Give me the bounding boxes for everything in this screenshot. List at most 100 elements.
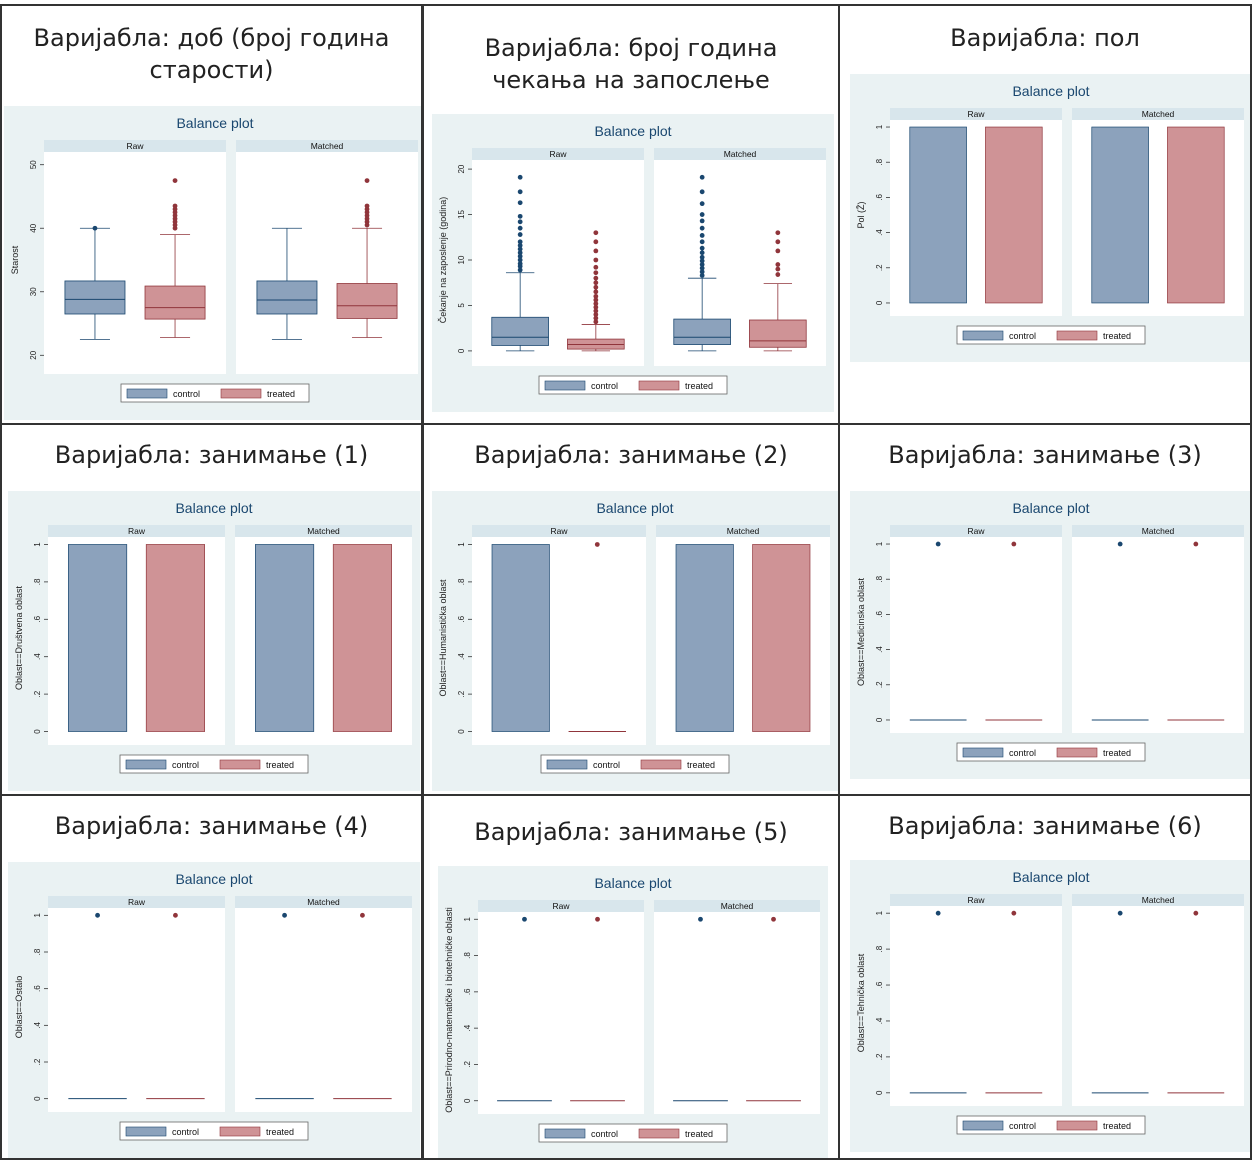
y-axis-label: Oblast==Prirodno-matematičke i biotehnič… xyxy=(444,907,454,1113)
outlier-point xyxy=(173,912,178,918)
outlier-point xyxy=(517,239,523,245)
y-tick-label: .6 xyxy=(875,611,884,618)
y-axis-label: Oblast==Humanistička oblast xyxy=(438,579,448,697)
balance-plot-age: Balance plot Starost 20 30 40 50 Raw Matched con… xyxy=(4,106,421,420)
y-tick-label: .6 xyxy=(463,988,472,995)
panel-strip xyxy=(1072,525,1244,537)
legend-swatch-control xyxy=(126,388,168,399)
box-treated xyxy=(749,319,807,348)
outlier-point xyxy=(775,239,781,245)
outlier-point xyxy=(699,225,705,231)
outlier-point xyxy=(593,257,599,263)
panel-plot-area xyxy=(235,908,412,1112)
panel-strip xyxy=(44,140,226,152)
outlier-point xyxy=(699,265,705,271)
outlier-point xyxy=(360,912,365,918)
y-tick-label: 0 xyxy=(33,1096,42,1101)
outlier-point xyxy=(593,315,599,321)
outlier-point xyxy=(699,245,705,251)
y-tick-label: .4 xyxy=(875,646,884,653)
bar-treated xyxy=(332,544,392,732)
panel-label: Raw xyxy=(552,901,570,911)
y-tick-label: 50 xyxy=(29,160,38,169)
y-tick-label: 5 xyxy=(457,303,466,308)
outlier-point xyxy=(775,248,781,254)
cell-occupation-5: Варијабла: занимање (5) Balance plot Obla… xyxy=(422,794,840,1160)
legend-swatch-treated xyxy=(1056,747,1098,758)
outlier-point xyxy=(699,258,705,264)
chart-svg: Balance plot Pol (Ž) 0 .2 .4 .6 .8 1 Raw Matched c… xyxy=(850,74,1250,362)
panel-label: Raw xyxy=(967,895,985,905)
outlier-point xyxy=(775,272,781,277)
outlier-point xyxy=(517,225,523,231)
y-axis-label: Pol (Ž) xyxy=(856,201,866,228)
cell-title: Варијабла: број година чекања на запосле… xyxy=(484,34,778,94)
cell-title: Варијабла: доб (број година старости) xyxy=(33,24,390,84)
panel-label: Matched xyxy=(727,526,760,536)
legend-swatch-treated xyxy=(219,759,261,770)
panel-strip xyxy=(236,140,418,152)
legend-box xyxy=(540,754,730,774)
panel-strip xyxy=(478,900,644,912)
bar-treated xyxy=(1167,126,1225,304)
legend-label: control xyxy=(1009,748,1036,758)
y-tick-label: 1 xyxy=(33,913,42,918)
legend-label: treated xyxy=(685,1129,713,1139)
legend-label: control xyxy=(172,1127,199,1137)
outlier-point xyxy=(517,174,523,180)
chart-title: Balance plot xyxy=(594,875,671,891)
bar-control xyxy=(1091,126,1149,304)
panel-plot-area xyxy=(890,906,1062,1106)
panel-label: Matched xyxy=(1142,109,1175,119)
outlier-point xyxy=(517,257,523,263)
box-control xyxy=(256,280,318,315)
box-control xyxy=(64,280,126,315)
outlier-point xyxy=(699,189,705,195)
panel-plot-area xyxy=(478,912,644,1114)
y-tick-label: 15 xyxy=(457,210,466,219)
panel-strip xyxy=(235,896,412,908)
panel-strip xyxy=(654,148,826,160)
outlier-point xyxy=(1193,910,1199,916)
y-tick-label: 0 xyxy=(875,717,884,722)
outlier-point xyxy=(699,218,705,224)
outlier-point xyxy=(699,201,705,207)
outlier-point xyxy=(699,174,705,180)
box-treated xyxy=(144,285,206,320)
chart-svg: Balance plot Starost 20 30 40 50 Raw Matched con… xyxy=(4,106,421,420)
outlier-point xyxy=(282,912,287,918)
balance-plot-occupation-1: Balance plot Oblast==Društvena oblast 0 .2.… xyxy=(8,491,420,791)
legend-box xyxy=(119,1121,309,1141)
y-axis-label: Čekanje na zaposlenje (godina) xyxy=(438,197,448,324)
legend-swatch-treated xyxy=(638,380,680,391)
chart-title: Balance plot xyxy=(1012,869,1089,885)
outlier-point xyxy=(517,232,523,237)
outlier-point xyxy=(593,319,599,325)
legend-label: control xyxy=(591,381,618,391)
balance-plot-waiting: Balance plot Čekanje na zaposlenje (godin… xyxy=(432,114,834,412)
panel-label: Raw xyxy=(550,526,568,536)
chart-title: Balance plot xyxy=(175,500,252,516)
legend-box xyxy=(956,1115,1146,1135)
cell-title: Варијабла: занимање (4) xyxy=(54,812,369,840)
outlier-point xyxy=(698,916,703,922)
legend-label: treated xyxy=(1103,748,1131,758)
panel-strip xyxy=(472,148,644,160)
outlier-point xyxy=(517,246,523,252)
y-tick-label: .6 xyxy=(875,981,884,988)
panel-strip xyxy=(890,894,1062,906)
outlier-point xyxy=(522,916,527,922)
panel-strip xyxy=(48,896,225,908)
panel-label: Raw xyxy=(967,109,985,119)
y-tick-label: 0 xyxy=(33,729,42,734)
panel-strip xyxy=(1072,108,1244,120)
legend-label: treated xyxy=(267,389,295,399)
outlier-point xyxy=(1117,541,1123,547)
outlier-point xyxy=(517,200,523,206)
y-tick-label: .6 xyxy=(33,985,42,992)
box-control xyxy=(673,318,731,345)
chart-svg: Balance plot Oblast==Medicinska oblast 0 .2… xyxy=(850,491,1250,779)
cell-gender: Варијабла: пол Balance plot Pol (Ž) 0 .2 .4.… xyxy=(838,4,1252,425)
cell-age: Варијабла: доб (број година старости) Ba… xyxy=(0,4,423,425)
outlier-point xyxy=(594,542,600,547)
